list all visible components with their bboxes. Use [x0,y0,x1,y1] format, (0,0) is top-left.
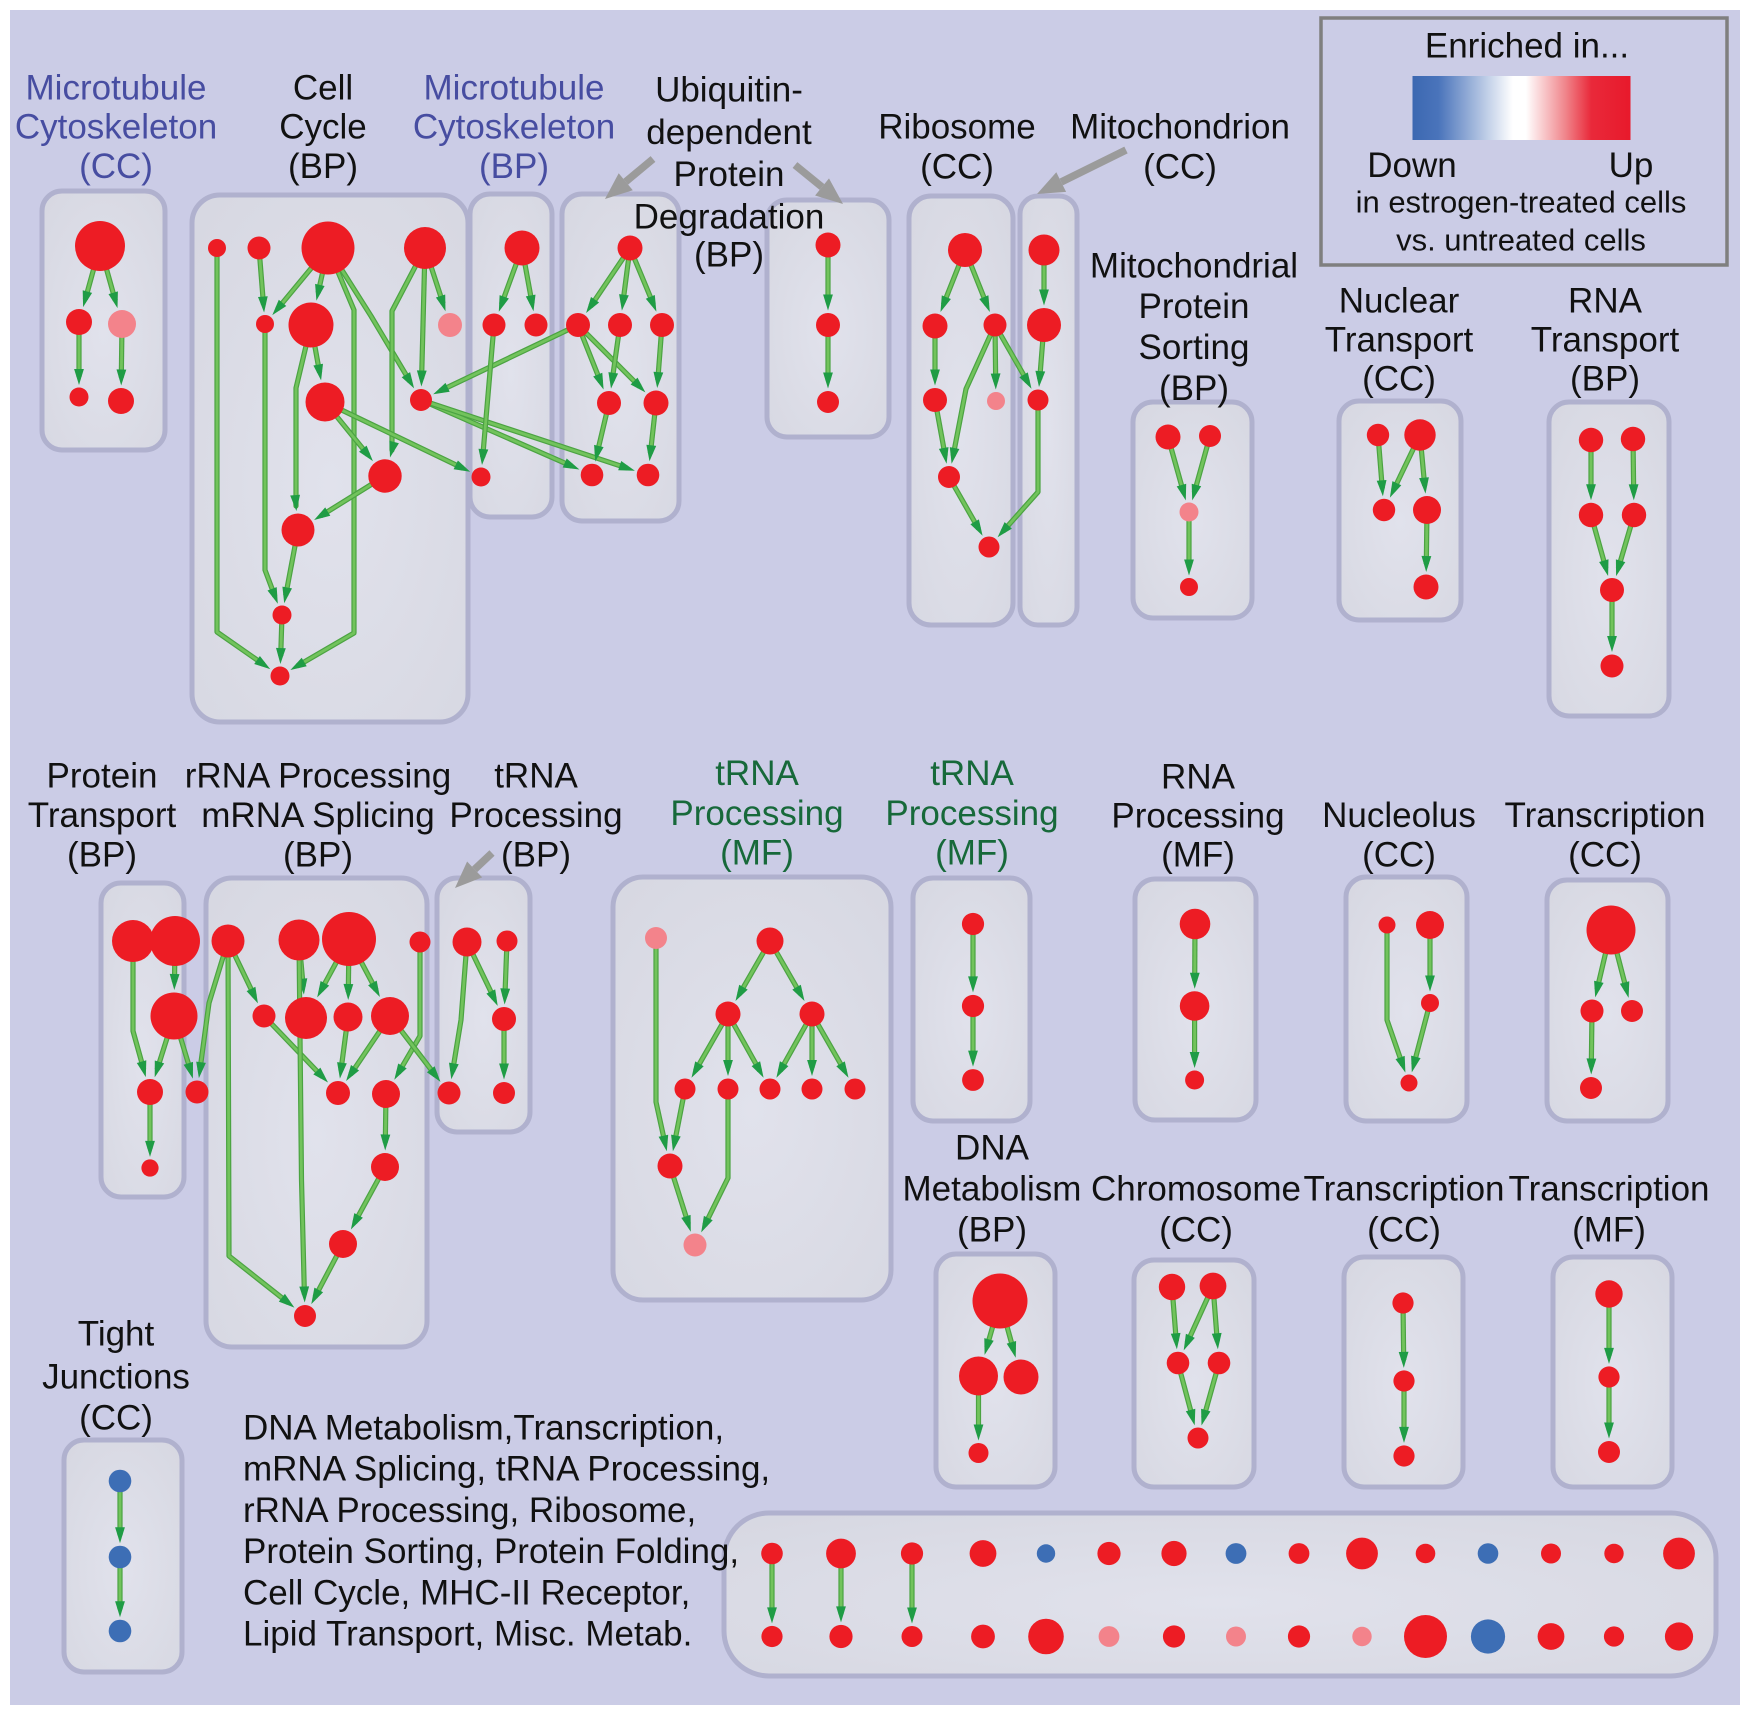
svg-text:(CC): (CC) [920,148,994,187]
svg-text:Transport: Transport [28,796,177,835]
svg-text:Microtubule: Microtubule [424,69,605,108]
svg-text:Processing: Processing [885,794,1058,833]
svg-text:Protein: Protein [1139,287,1250,326]
svg-text:in estrogen-treated cells: in estrogen-treated cells [1356,185,1687,220]
svg-text:vs. untreated cells: vs. untreated cells [1396,223,1646,258]
svg-text:(CC): (CC) [79,147,153,186]
svg-text:dependent: dependent [646,113,812,152]
svg-text:(CC): (CC) [79,1399,153,1438]
svg-text:Cell Cycle, MHC-II Receptor,: Cell Cycle, MHC-II Receptor, [243,1573,690,1612]
svg-text:tRNA: tRNA [494,757,578,796]
svg-text:Degradation: Degradation [634,198,825,237]
svg-text:Ubiquitin-: Ubiquitin- [655,71,803,110]
svg-text:(BP): (BP) [1159,369,1229,408]
svg-text:Protein Sorting, Protein Foldi: Protein Sorting, Protein Folding, [243,1532,739,1571]
svg-text:(CC): (CC) [1143,148,1217,187]
svg-text:Down: Down [1367,146,1456,185]
svg-text:(CC): (CC) [1362,360,1436,399]
svg-text:Enriched in...: Enriched in... [1425,27,1629,66]
svg-text:Protein: Protein [674,155,785,194]
svg-text:rRNA Processing, Ribosome,: rRNA Processing, Ribosome, [243,1491,696,1530]
svg-text:Lipid Transport, Misc. Metab.: Lipid Transport, Misc. Metab. [243,1615,692,1654]
svg-text:(MF): (MF) [720,834,794,873]
svg-text:Processing: Processing [449,796,622,835]
svg-text:Transcription: Transcription [1505,796,1706,835]
svg-text:(MF): (MF) [1572,1211,1646,1250]
svg-text:Tight: Tight [78,1315,155,1354]
svg-text:DNA: DNA [955,1129,1030,1168]
svg-text:rRNA Processing: rRNA Processing [185,757,451,796]
svg-text:RNA: RNA [1161,758,1236,797]
svg-text:(BP): (BP) [1570,360,1640,399]
svg-text:(BP): (BP) [67,836,137,875]
svg-text:(MF): (MF) [1161,836,1235,875]
svg-text:Processing: Processing [670,794,843,833]
svg-text:Transcription: Transcription [1509,1170,1710,1209]
svg-text:(BP): (BP) [957,1211,1027,1250]
svg-text:Nucleolus: Nucleolus [1322,796,1476,835]
svg-text:DNA Metabolism,Transcription,: DNA Metabolism,Transcription, [243,1409,724,1448]
svg-text:Cycle: Cycle [279,108,367,147]
svg-text:Mitochondrial: Mitochondrial [1090,247,1298,286]
svg-text:Protein: Protein [47,757,158,796]
svg-text:Microtubule: Microtubule [26,69,207,108]
svg-text:(BP): (BP) [288,147,358,186]
svg-text:Up: Up [1609,146,1654,185]
svg-text:mRNA Splicing, tRNA Processing: mRNA Splicing, tRNA Processing, [243,1450,770,1489]
svg-text:RNA: RNA [1568,282,1643,321]
svg-text:(BP): (BP) [501,836,571,875]
svg-text:Cell: Cell [293,69,353,108]
svg-text:(CC): (CC) [1159,1211,1233,1250]
svg-text:(BP): (BP) [694,236,764,275]
svg-text:Transcription: Transcription [1304,1170,1505,1209]
svg-text:Chromosome: Chromosome [1091,1170,1301,1209]
svg-text:Processing: Processing [1111,797,1284,836]
svg-text:(CC): (CC) [1568,836,1642,875]
svg-text:(BP): (BP) [479,147,549,186]
svg-text:tRNA: tRNA [930,754,1014,793]
svg-text:Cytoskeleton: Cytoskeleton [413,108,615,147]
svg-text:Transport: Transport [1325,321,1474,360]
svg-text:(CC): (CC) [1367,1211,1441,1250]
svg-text:Metabolism: Metabolism [903,1170,1082,1209]
svg-text:Junctions: Junctions [42,1358,190,1397]
svg-text:mRNA Splicing: mRNA Splicing [201,796,434,835]
svg-text:Nuclear: Nuclear [1339,282,1460,321]
svg-text:(CC): (CC) [1362,836,1436,875]
svg-text:Ribosome: Ribosome [878,108,1036,147]
svg-text:Transport: Transport [1531,321,1680,360]
svg-text:tRNA: tRNA [715,754,799,793]
svg-text:(MF): (MF) [935,834,1009,873]
svg-text:Cytoskeleton: Cytoskeleton [15,108,217,147]
svg-text:Mitochondrion: Mitochondrion [1070,108,1290,147]
svg-text:(BP): (BP) [283,836,353,875]
svg-text:Sorting: Sorting [1139,328,1250,367]
